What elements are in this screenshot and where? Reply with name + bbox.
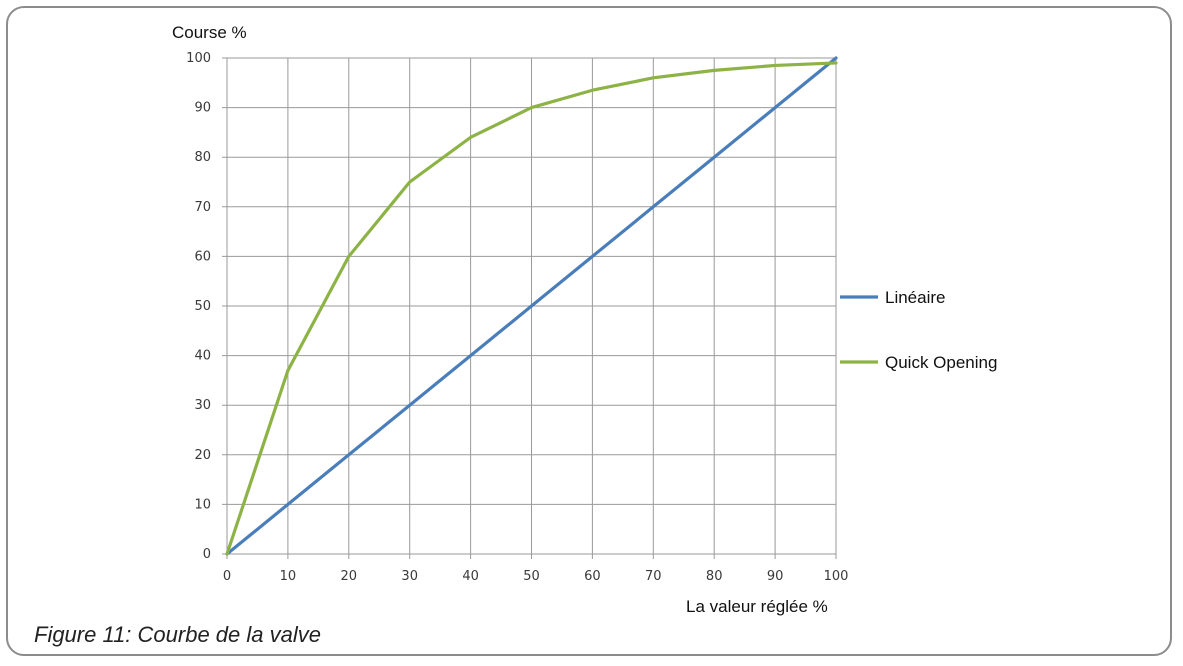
x-tick-label: 10: [280, 569, 297, 584]
x-axis-title: La valeur réglée %: [686, 597, 828, 616]
y-tick-labels: 0 10 20 30 40 50 60 70 80 90 100: [186, 51, 211, 562]
y-tick-label: 60: [194, 249, 211, 264]
y-tick-label: 90: [194, 101, 211, 116]
chart-series: [225, 56, 838, 556]
x-tick-label: 70: [645, 569, 662, 584]
figure-caption: Figure 11: Courbe de la valve: [34, 622, 321, 647]
x-tick-label: 30: [401, 569, 418, 584]
legend-label: Linéaire: [885, 288, 946, 307]
y-tick-label: 30: [194, 398, 211, 413]
y-tick-label: 50: [194, 299, 211, 314]
x-tick-label: 40: [462, 569, 479, 584]
y-axis-title: Course %: [172, 23, 247, 42]
x-tick-label: 100: [824, 569, 849, 584]
x-tick-label: 20: [341, 569, 358, 584]
series-line-0: [225, 56, 838, 556]
x-tick-label: 50: [523, 569, 540, 584]
y-tick-label: 70: [194, 200, 211, 215]
x-tick-labels: 0 10 20 30 40 50 60 70 80 90 100: [223, 569, 849, 584]
legend-label: Quick Opening: [885, 353, 997, 372]
chart-legend: Linéaire Quick Opening: [840, 288, 997, 372]
chart-grid: [222, 57, 837, 559]
y-tick-label: 100: [186, 51, 211, 66]
x-tick-label: 0: [223, 569, 231, 584]
y-tick-label: 0: [203, 547, 211, 562]
x-tick-label: 80: [706, 569, 723, 584]
y-tick-label: 80: [194, 150, 211, 165]
series-line-1: [225, 61, 838, 556]
y-tick-label: 10: [194, 497, 211, 512]
figure-frame: [6, 6, 1172, 656]
y-tick-label: 20: [194, 448, 211, 463]
x-tick-label: 90: [767, 569, 784, 584]
y-tick-label: 40: [194, 349, 211, 364]
x-tick-label: 60: [584, 569, 601, 584]
